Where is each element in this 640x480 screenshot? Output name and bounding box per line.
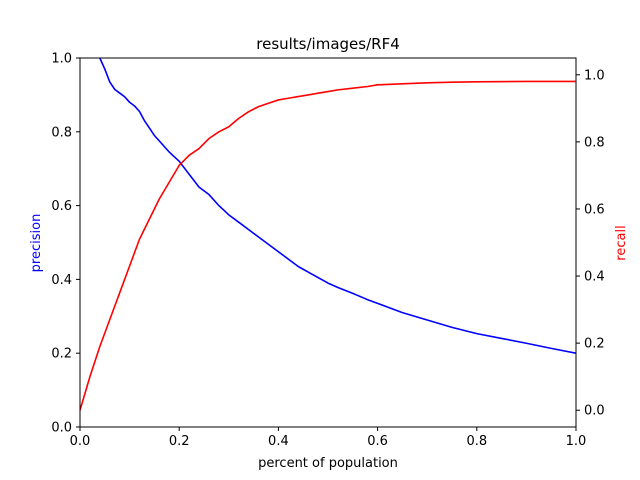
y-right-tick-label: 0.2 [584,337,605,352]
x-axis-label: percent of population [258,456,398,471]
recall-line [80,80,576,411]
y-left-tick-label: 0.6 [51,199,72,214]
y-left-tick-label: 0.2 [51,347,72,362]
y-axis-right-label: recall [614,225,629,260]
y-right-tick-label: 0.8 [584,135,605,150]
x-tick-label: 0.6 [367,434,388,449]
precision-line [99,58,576,354]
y-left-tick-label: 1.0 [51,52,72,67]
plot-area [80,58,576,411]
y-right-tick-label: 0.6 [584,202,605,217]
y-left-tick-label: 0.0 [51,421,72,436]
x-tick-label: 1.0 [566,434,587,449]
y-right-tick-label: 0.0 [584,404,605,419]
axes: 0.0 0.2 0.4 0.6 0.8 1.0 0.0 0.2 0.4 0.6 0.8 1.0 0.0 0… [51,52,604,450]
y-left-tick-label: 0.4 [51,273,72,288]
y-axis-left-label: precision [29,214,44,273]
y-right-tick-label: 0.4 [584,270,605,285]
chart-title: results/images/RF4 [256,35,400,53]
y-right-tick-label: 1.0 [584,68,605,83]
plot-frame [79,57,577,428]
x-tick-label: 0.2 [169,434,190,449]
x-tick-label: 0.4 [268,434,289,449]
x-tick-label: 0.8 [466,434,487,449]
x-tick-label: 0.0 [70,434,91,449]
y-left-tick-label: 0.8 [51,125,72,140]
